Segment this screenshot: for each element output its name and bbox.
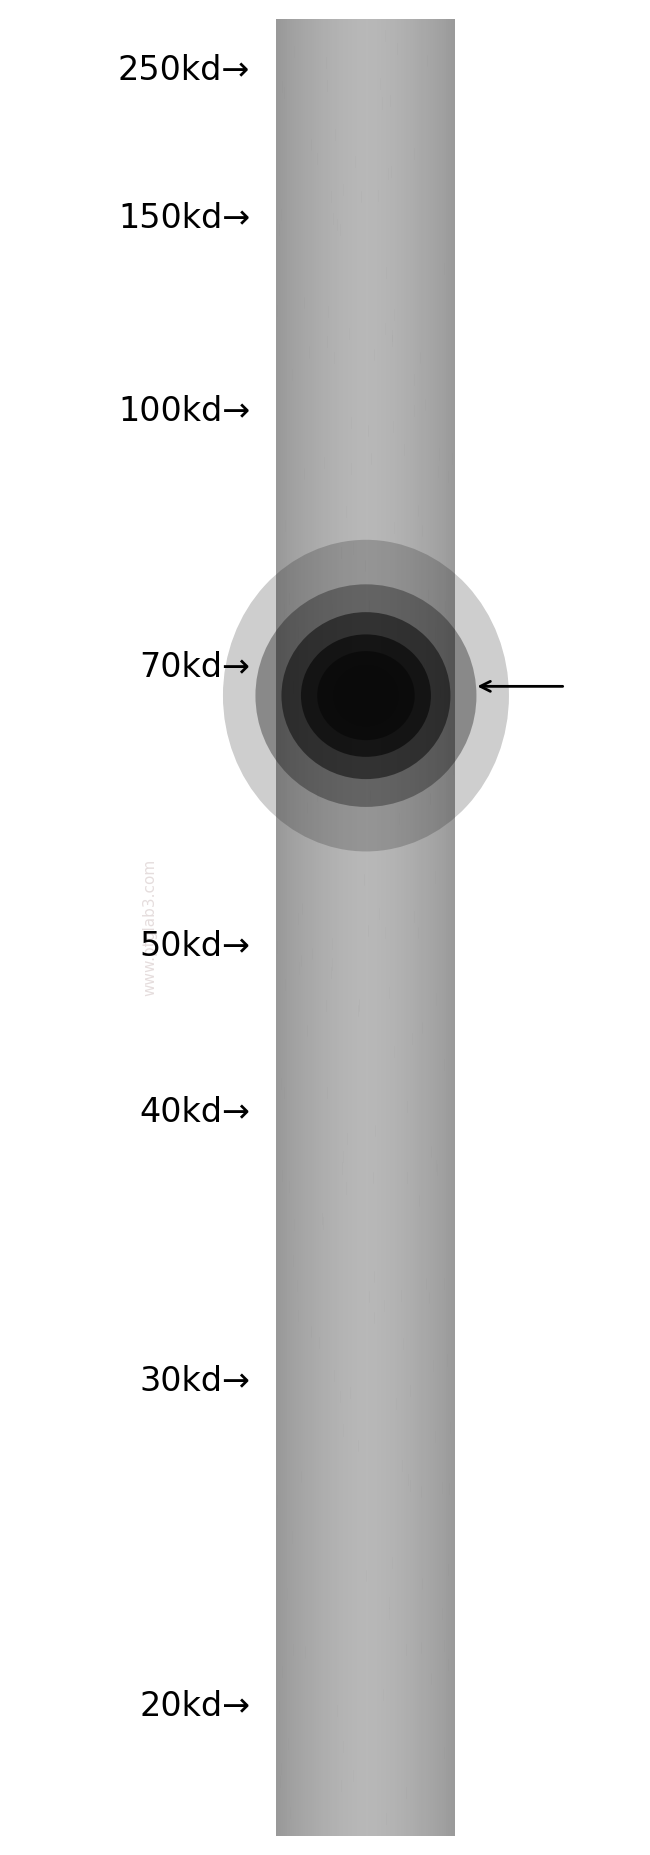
Bar bbox=[294, 19, 296, 1836]
Bar bbox=[307, 19, 310, 1836]
Text: 100kd→: 100kd→ bbox=[118, 395, 250, 429]
Bar bbox=[441, 19, 444, 1836]
Ellipse shape bbox=[333, 664, 398, 725]
Bar bbox=[346, 19, 348, 1836]
Bar bbox=[285, 19, 287, 1836]
Bar bbox=[446, 19, 448, 1836]
Bar bbox=[382, 19, 383, 1836]
Bar bbox=[281, 19, 283, 1836]
Bar bbox=[421, 19, 424, 1836]
Ellipse shape bbox=[301, 634, 431, 757]
Bar bbox=[348, 19, 350, 1836]
Bar bbox=[453, 19, 455, 1836]
Bar bbox=[395, 19, 397, 1836]
Bar bbox=[317, 19, 318, 1836]
Bar bbox=[444, 19, 446, 1836]
Bar bbox=[388, 19, 390, 1836]
Bar bbox=[296, 19, 298, 1836]
Bar bbox=[406, 19, 408, 1836]
Bar bbox=[318, 19, 321, 1836]
Bar bbox=[404, 19, 406, 1836]
Bar bbox=[374, 19, 377, 1836]
Bar bbox=[328, 19, 330, 1836]
Ellipse shape bbox=[281, 612, 450, 779]
Bar bbox=[314, 19, 317, 1836]
Bar bbox=[439, 19, 441, 1836]
Bar bbox=[303, 19, 306, 1836]
Bar bbox=[419, 19, 421, 1836]
Bar bbox=[363, 19, 365, 1836]
Bar bbox=[357, 19, 359, 1836]
Bar bbox=[359, 19, 361, 1836]
Ellipse shape bbox=[223, 540, 509, 851]
Bar bbox=[410, 19, 413, 1836]
Text: 40kd→: 40kd→ bbox=[139, 1096, 250, 1130]
Bar bbox=[433, 19, 435, 1836]
Bar bbox=[321, 19, 323, 1836]
Ellipse shape bbox=[317, 651, 415, 740]
Bar bbox=[430, 19, 433, 1836]
Bar bbox=[312, 19, 314, 1836]
Bar bbox=[435, 19, 437, 1836]
Bar bbox=[368, 19, 370, 1836]
Bar bbox=[415, 19, 417, 1836]
Bar bbox=[450, 19, 453, 1836]
Bar bbox=[399, 19, 401, 1836]
Text: 30kd→: 30kd→ bbox=[139, 1365, 250, 1399]
Bar bbox=[424, 19, 426, 1836]
Bar bbox=[379, 19, 382, 1836]
Ellipse shape bbox=[255, 584, 476, 807]
Bar bbox=[408, 19, 410, 1836]
Bar bbox=[287, 19, 290, 1836]
Text: 50kd→: 50kd→ bbox=[139, 929, 250, 963]
Bar bbox=[361, 19, 363, 1836]
Bar bbox=[377, 19, 379, 1836]
Bar bbox=[323, 19, 326, 1836]
Bar bbox=[448, 19, 450, 1836]
Bar bbox=[301, 19, 303, 1836]
Bar bbox=[334, 19, 337, 1836]
Bar bbox=[310, 19, 312, 1836]
Bar bbox=[290, 19, 292, 1836]
Bar bbox=[437, 19, 439, 1836]
Bar bbox=[401, 19, 404, 1836]
Bar bbox=[384, 19, 385, 1836]
Bar bbox=[365, 19, 368, 1836]
Bar bbox=[332, 19, 334, 1836]
Bar bbox=[397, 19, 399, 1836]
Bar bbox=[298, 19, 301, 1836]
Bar bbox=[341, 19, 343, 1836]
Bar bbox=[385, 19, 388, 1836]
Bar bbox=[370, 19, 372, 1836]
Bar bbox=[330, 19, 332, 1836]
Bar bbox=[337, 19, 339, 1836]
Bar bbox=[390, 19, 393, 1836]
Bar bbox=[283, 19, 285, 1836]
Bar bbox=[339, 19, 341, 1836]
Bar bbox=[350, 19, 352, 1836]
Bar bbox=[292, 19, 294, 1836]
Bar bbox=[278, 19, 281, 1836]
Bar bbox=[372, 19, 374, 1836]
Bar bbox=[354, 19, 357, 1836]
Bar bbox=[276, 19, 278, 1836]
Bar bbox=[426, 19, 428, 1836]
Text: www.ptglab3.com: www.ptglab3.com bbox=[142, 859, 157, 996]
Bar bbox=[413, 19, 415, 1836]
Text: 250kd→: 250kd→ bbox=[118, 54, 250, 87]
Bar bbox=[326, 19, 328, 1836]
Bar bbox=[428, 19, 430, 1836]
Bar bbox=[393, 19, 395, 1836]
Bar bbox=[352, 19, 354, 1836]
Text: 150kd→: 150kd→ bbox=[118, 202, 250, 236]
Bar bbox=[417, 19, 419, 1836]
Bar bbox=[343, 19, 346, 1836]
Text: 70kd→: 70kd→ bbox=[139, 651, 250, 684]
Bar bbox=[306, 19, 307, 1836]
Text: 20kd→: 20kd→ bbox=[139, 1690, 250, 1723]
